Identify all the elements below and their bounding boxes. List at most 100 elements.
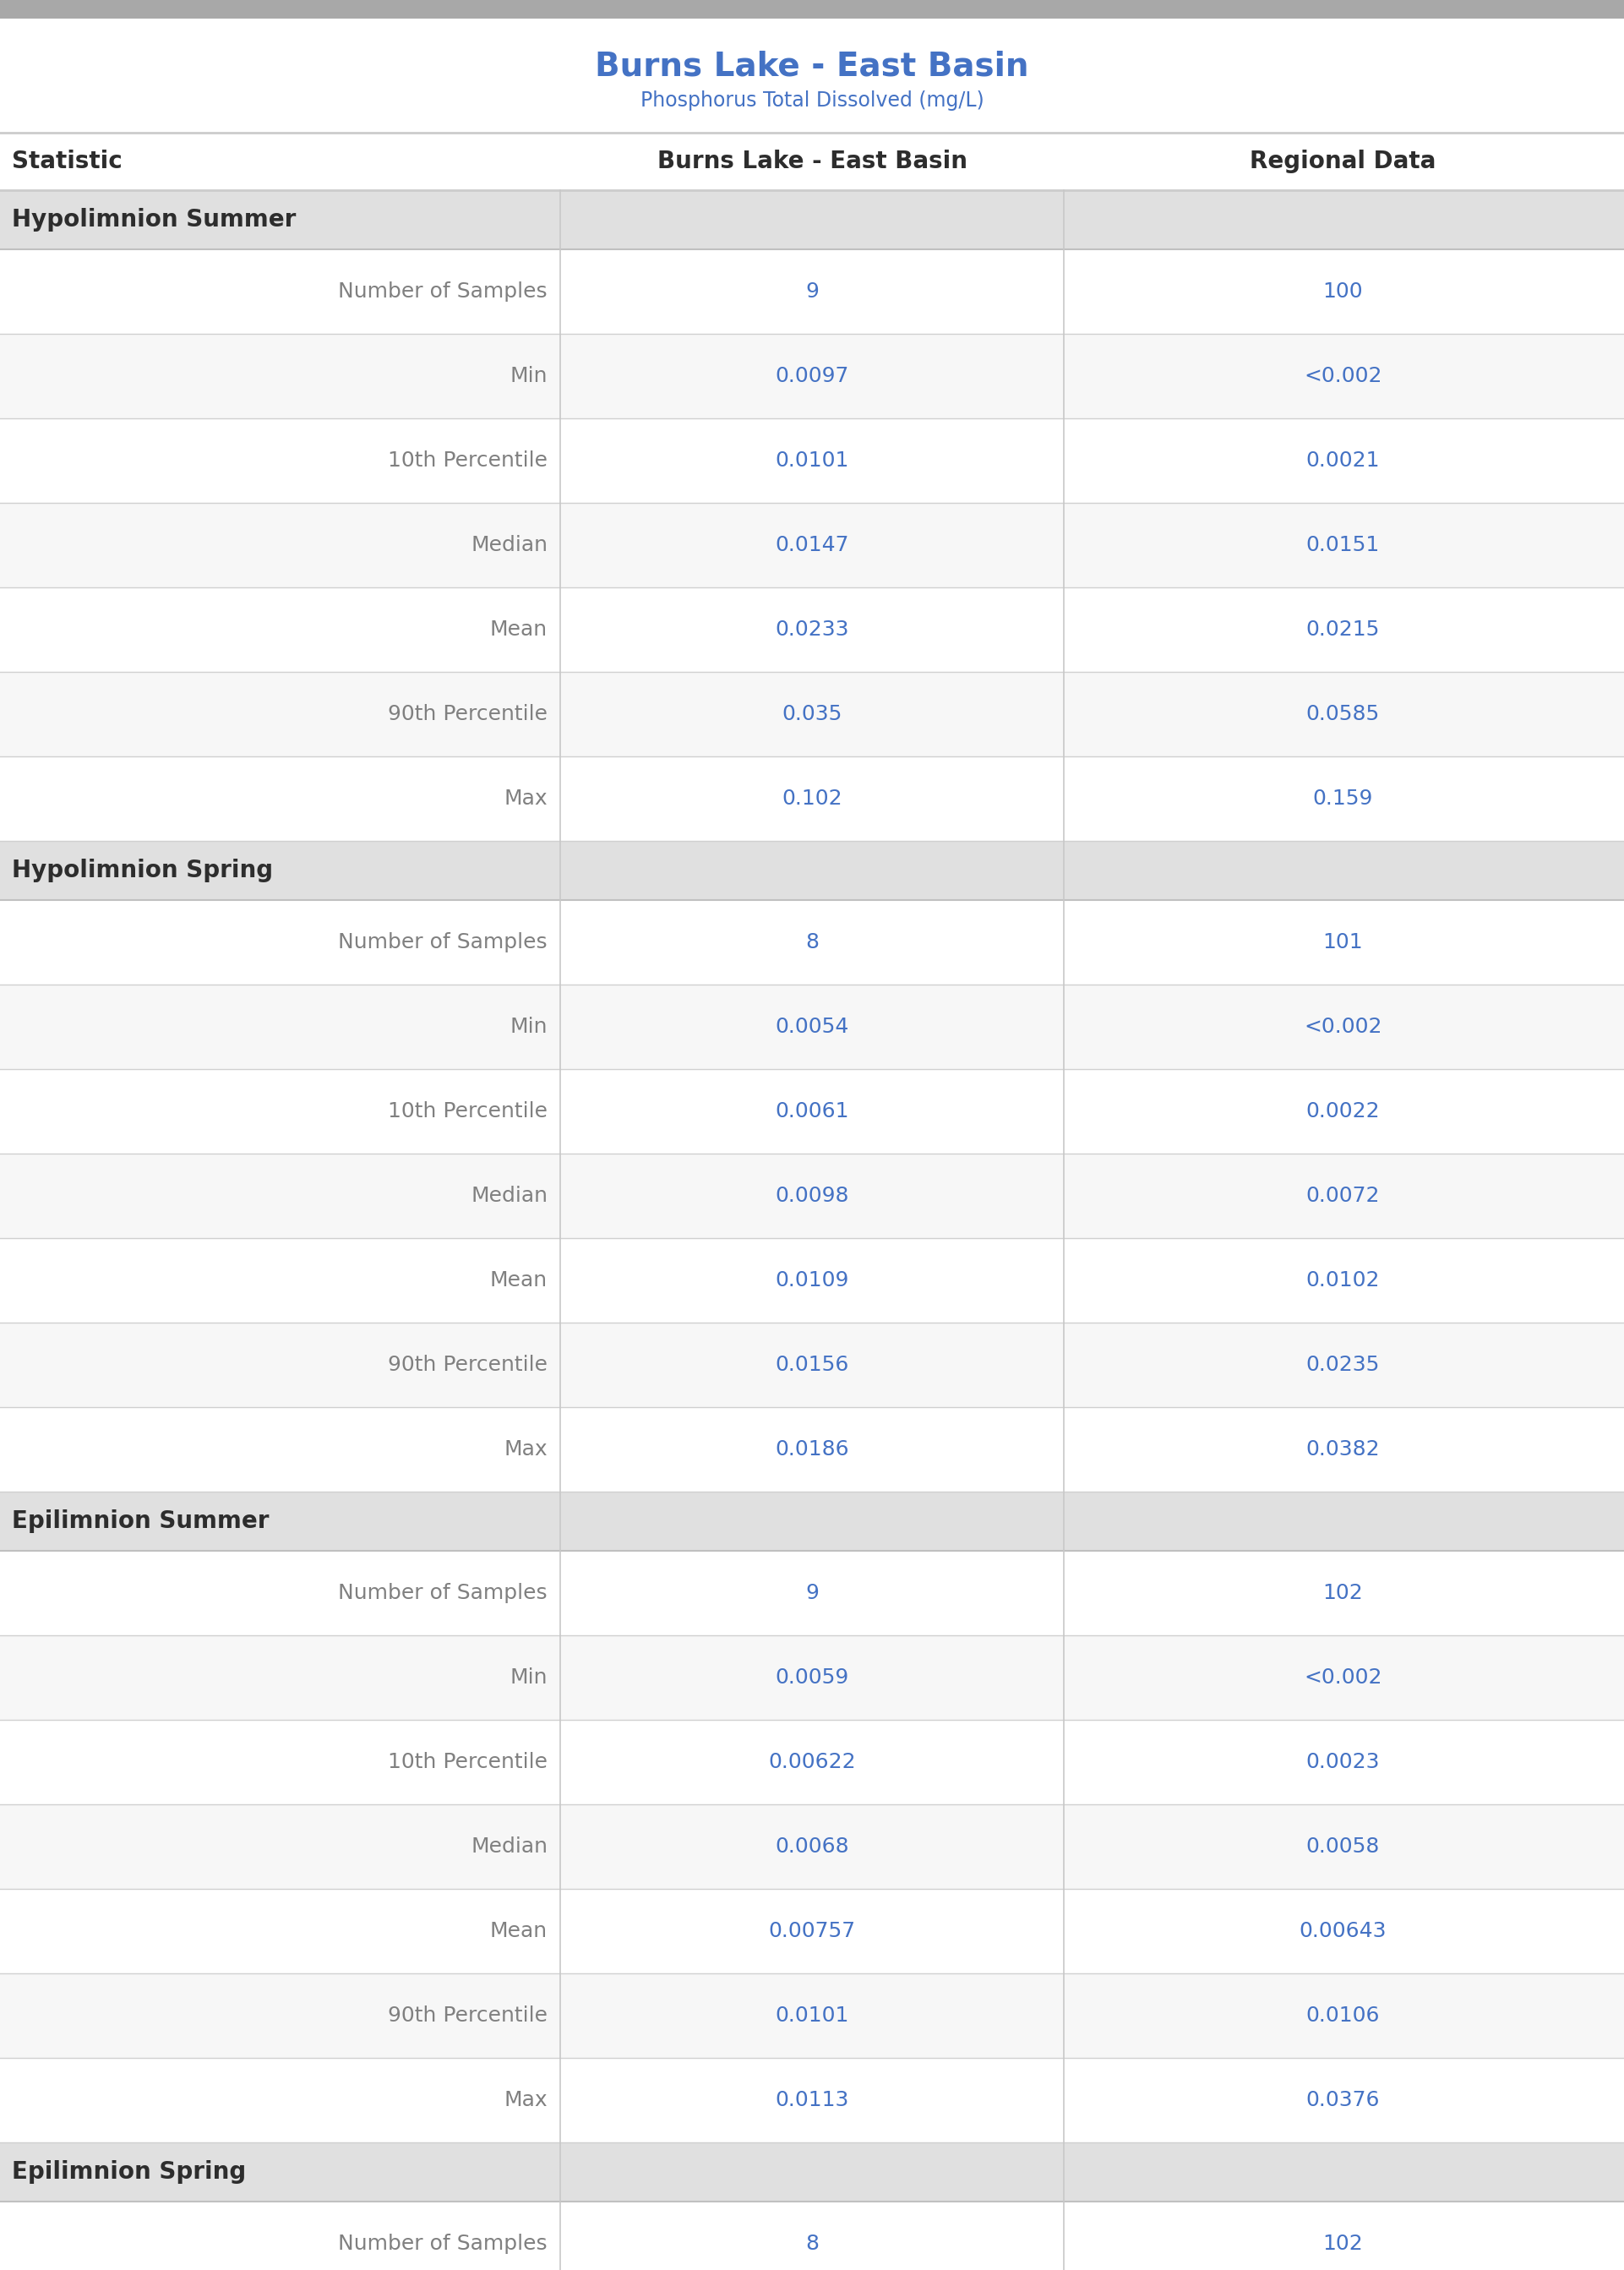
Text: 9: 9 [806,1582,818,1603]
Text: 0.0101: 0.0101 [775,2004,849,2025]
Text: Mean: Mean [490,620,547,640]
Text: 0.035: 0.035 [781,704,843,724]
Text: Median: Median [471,1836,547,1857]
Text: Number of Samples: Number of Samples [338,281,547,302]
Bar [0,250,1624,334]
Text: Min: Min [510,1017,547,1037]
Text: 0.0215: 0.0215 [1306,620,1380,640]
Bar [0,901,1624,985]
Text: 90th Percentile: 90th Percentile [388,704,547,724]
Bar [0,2143,1624,2202]
Text: 10th Percentile: 10th Percentile [388,449,547,470]
Text: 0.0054: 0.0054 [775,1017,849,1037]
Text: 102: 102 [1324,1582,1363,1603]
Bar [0,672,1624,756]
Text: 90th Percentile: 90th Percentile [388,2004,547,2025]
Text: 8: 8 [806,2234,818,2254]
Bar [0,334,1624,418]
Text: 0.0022: 0.0022 [1306,1101,1380,1121]
Bar [0,2202,1624,2270]
Bar [0,2059,1624,2143]
Text: 0.0059: 0.0059 [775,1668,849,1687]
Text: Epilimnion Spring: Epilimnion Spring [11,2161,247,2184]
Text: 0.0156: 0.0156 [775,1355,849,1376]
Text: Burns Lake - East Basin: Burns Lake - East Basin [658,150,966,173]
Text: Max: Max [503,1439,547,1460]
Text: 0.0021: 0.0021 [1306,449,1380,470]
Text: 0.102: 0.102 [781,788,843,808]
Bar [0,132,1624,191]
Text: Phosphorus Total Dissolved (mg/L): Phosphorus Total Dissolved (mg/L) [640,91,984,111]
Text: 101: 101 [1324,933,1363,953]
Bar [0,1153,1624,1237]
Text: 0.0097: 0.0097 [775,365,849,386]
Text: 0.0233: 0.0233 [775,620,849,640]
Bar [0,985,1624,1069]
Text: Min: Min [510,365,547,386]
Text: 0.0098: 0.0098 [775,1185,849,1205]
Bar [0,418,1624,504]
Text: Max: Max [503,788,547,808]
Bar [0,1634,1624,1721]
Text: Median: Median [471,1185,547,1205]
Text: 0.159: 0.159 [1312,788,1374,808]
Text: 0.0101: 0.0101 [775,449,849,470]
Text: Statistic: Statistic [11,150,122,173]
Text: Mean: Mean [490,1920,547,1941]
Bar [0,504,1624,588]
Bar [0,18,1624,132]
Text: 0.0382: 0.0382 [1306,1439,1380,1460]
Text: 0.0235: 0.0235 [1306,1355,1380,1376]
Text: Max: Max [503,2091,547,2111]
Text: 0.0109: 0.0109 [775,1271,849,1292]
Text: 0.0376: 0.0376 [1306,2091,1380,2111]
Text: <0.002: <0.002 [1304,1668,1382,1687]
Text: 0.0061: 0.0061 [775,1101,849,1121]
Text: 10th Percentile: 10th Percentile [388,1752,547,1773]
Text: 0.0186: 0.0186 [775,1439,849,1460]
Text: 8: 8 [806,933,818,953]
Bar [0,1550,1624,1634]
Text: <0.002: <0.002 [1304,1017,1382,1037]
Text: Min: Min [510,1668,547,1687]
Text: Median: Median [471,536,547,556]
Text: Burns Lake - East Basin: Burns Lake - East Basin [594,50,1030,82]
Bar [0,1407,1624,1491]
Text: Hypolimnion Spring: Hypolimnion Spring [11,858,273,883]
Text: 0.0151: 0.0151 [1306,536,1380,556]
Text: 9: 9 [806,281,818,302]
Text: 0.0102: 0.0102 [1306,1271,1380,1292]
Text: Regional Data: Regional Data [1250,150,1436,173]
Bar [0,588,1624,672]
Bar [0,1973,1624,2059]
Text: 0.0147: 0.0147 [775,536,849,556]
Bar [0,1889,1624,1973]
Bar [0,191,1624,250]
Text: 0.0023: 0.0023 [1306,1752,1380,1773]
Bar [0,1323,1624,1407]
Bar [0,1237,1624,1323]
Text: Mean: Mean [490,1271,547,1292]
Bar [0,1805,1624,1889]
Text: <0.002: <0.002 [1304,365,1382,386]
Text: Hypolimnion Summer: Hypolimnion Summer [11,209,296,232]
Bar [0,1491,1624,1550]
Text: 0.00643: 0.00643 [1299,1920,1387,1941]
Text: 0.0068: 0.0068 [775,1836,849,1857]
Text: Number of Samples: Number of Samples [338,1582,547,1603]
Text: 90th Percentile: 90th Percentile [388,1355,547,1376]
Text: 0.0072: 0.0072 [1306,1185,1380,1205]
Text: 0.00757: 0.00757 [768,1920,856,1941]
Bar [0,1721,1624,1805]
Text: 100: 100 [1324,281,1363,302]
Text: 0.0113: 0.0113 [775,2091,849,2111]
Text: 0.0585: 0.0585 [1306,704,1380,724]
Bar [0,840,1624,901]
Bar [0,0,1624,18]
Text: Number of Samples: Number of Samples [338,2234,547,2254]
Text: 102: 102 [1324,2234,1363,2254]
Text: Number of Samples: Number of Samples [338,933,547,953]
Bar [0,1069,1624,1153]
Text: 0.00622: 0.00622 [768,1752,856,1773]
Text: 0.0106: 0.0106 [1306,2004,1380,2025]
